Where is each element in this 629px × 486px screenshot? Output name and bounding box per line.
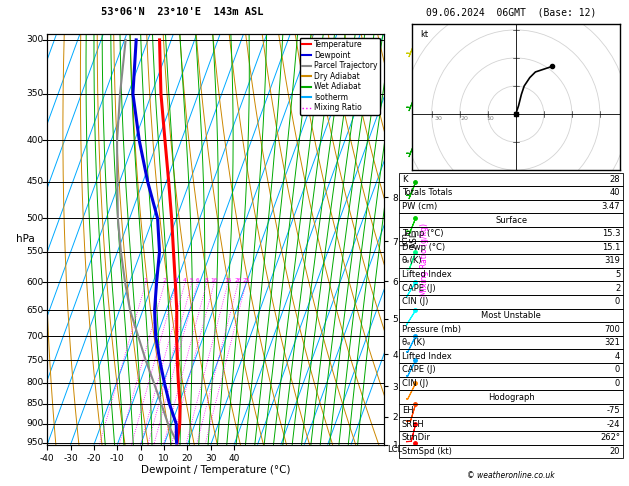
Text: 500: 500: [26, 214, 44, 223]
Text: 15.3: 15.3: [602, 229, 620, 238]
Text: CIN (J): CIN (J): [402, 379, 428, 388]
Text: 15: 15: [224, 278, 231, 283]
Text: Dewp (°C): Dewp (°C): [402, 243, 445, 252]
Text: 20: 20: [234, 278, 242, 283]
X-axis label: Dewpoint / Temperature (°C): Dewpoint / Temperature (°C): [141, 465, 290, 475]
Text: 700: 700: [26, 331, 44, 341]
Text: 3: 3: [174, 278, 178, 283]
Text: LCL: LCL: [387, 445, 402, 454]
Text: 40: 40: [610, 189, 620, 197]
Text: 700: 700: [604, 325, 620, 333]
Text: © weatheronline.co.uk: © weatheronline.co.uk: [467, 471, 555, 480]
Text: 10: 10: [210, 278, 218, 283]
Text: 319: 319: [604, 257, 620, 265]
Text: 350: 350: [26, 89, 44, 98]
Text: Mixing Ratio (g/kg): Mixing Ratio (g/kg): [420, 224, 429, 296]
Text: 20: 20: [610, 447, 620, 456]
Text: 53°06'N  23°10'E  143m ASL: 53°06'N 23°10'E 143m ASL: [101, 7, 263, 17]
Text: 600: 600: [26, 278, 44, 287]
Text: 450: 450: [26, 177, 44, 186]
Text: 400: 400: [26, 136, 44, 145]
Text: -75: -75: [606, 406, 620, 415]
Text: CAPE (J): CAPE (J): [402, 365, 435, 374]
Text: kt: kt: [420, 30, 428, 39]
Text: 750: 750: [26, 356, 44, 364]
Text: 850: 850: [26, 399, 44, 408]
Text: 0: 0: [615, 365, 620, 374]
Text: Temp (°C): Temp (°C): [402, 229, 443, 238]
Text: 09.06.2024  06GMT  (Base: 12): 09.06.2024 06GMT (Base: 12): [426, 7, 596, 17]
Text: CIN (J): CIN (J): [402, 297, 428, 306]
Y-axis label: km
ASL: km ASL: [400, 231, 420, 248]
Text: 0: 0: [615, 297, 620, 306]
Text: 25: 25: [242, 278, 250, 283]
Text: 321: 321: [604, 338, 620, 347]
Text: Surface: Surface: [495, 216, 527, 225]
Text: Most Unstable: Most Unstable: [481, 311, 541, 320]
Text: 20: 20: [460, 116, 468, 121]
Legend: Temperature, Dewpoint, Parcel Trajectory, Dry Adiabat, Wet Adiabat, Isotherm, Mi: Temperature, Dewpoint, Parcel Trajectory…: [299, 38, 380, 115]
Text: 28: 28: [610, 175, 620, 184]
Text: θₑ(K): θₑ(K): [402, 257, 423, 265]
Text: 8: 8: [205, 278, 209, 283]
Text: 30: 30: [435, 116, 442, 121]
Text: StmDir: StmDir: [402, 434, 431, 442]
Text: Pressure (mb): Pressure (mb): [402, 325, 461, 333]
Text: hPa: hPa: [16, 234, 35, 244]
Text: -24: -24: [607, 420, 620, 429]
Text: 0: 0: [615, 379, 620, 388]
Text: StmSpd (kt): StmSpd (kt): [402, 447, 452, 456]
Text: 3.47: 3.47: [601, 202, 620, 211]
Text: CAPE (J): CAPE (J): [402, 284, 435, 293]
Text: 550: 550: [26, 247, 44, 256]
Text: Hodograph: Hodograph: [487, 393, 535, 401]
Text: 650: 650: [26, 306, 44, 315]
Text: EH: EH: [402, 406, 413, 415]
Text: 950: 950: [26, 438, 44, 447]
Text: 5: 5: [190, 278, 194, 283]
Text: 1: 1: [144, 278, 147, 283]
Text: 2: 2: [163, 278, 167, 283]
Text: 4: 4: [615, 352, 620, 361]
Text: Lifted Index: Lifted Index: [402, 352, 452, 361]
Text: Totals Totals: Totals Totals: [402, 189, 452, 197]
Text: 10: 10: [486, 116, 494, 121]
Text: Lifted Index: Lifted Index: [402, 270, 452, 279]
Text: PW (cm): PW (cm): [402, 202, 437, 211]
Text: 6: 6: [196, 278, 199, 283]
Text: 4: 4: [183, 278, 187, 283]
Text: 262°: 262°: [600, 434, 620, 442]
Text: θₑ (K): θₑ (K): [402, 338, 425, 347]
Text: 5: 5: [615, 270, 620, 279]
Text: 800: 800: [26, 378, 44, 387]
Text: 900: 900: [26, 419, 44, 429]
Text: 15.1: 15.1: [602, 243, 620, 252]
Text: SREH: SREH: [402, 420, 425, 429]
Text: 2: 2: [615, 284, 620, 293]
Text: K: K: [402, 175, 408, 184]
Text: 300: 300: [26, 35, 44, 44]
